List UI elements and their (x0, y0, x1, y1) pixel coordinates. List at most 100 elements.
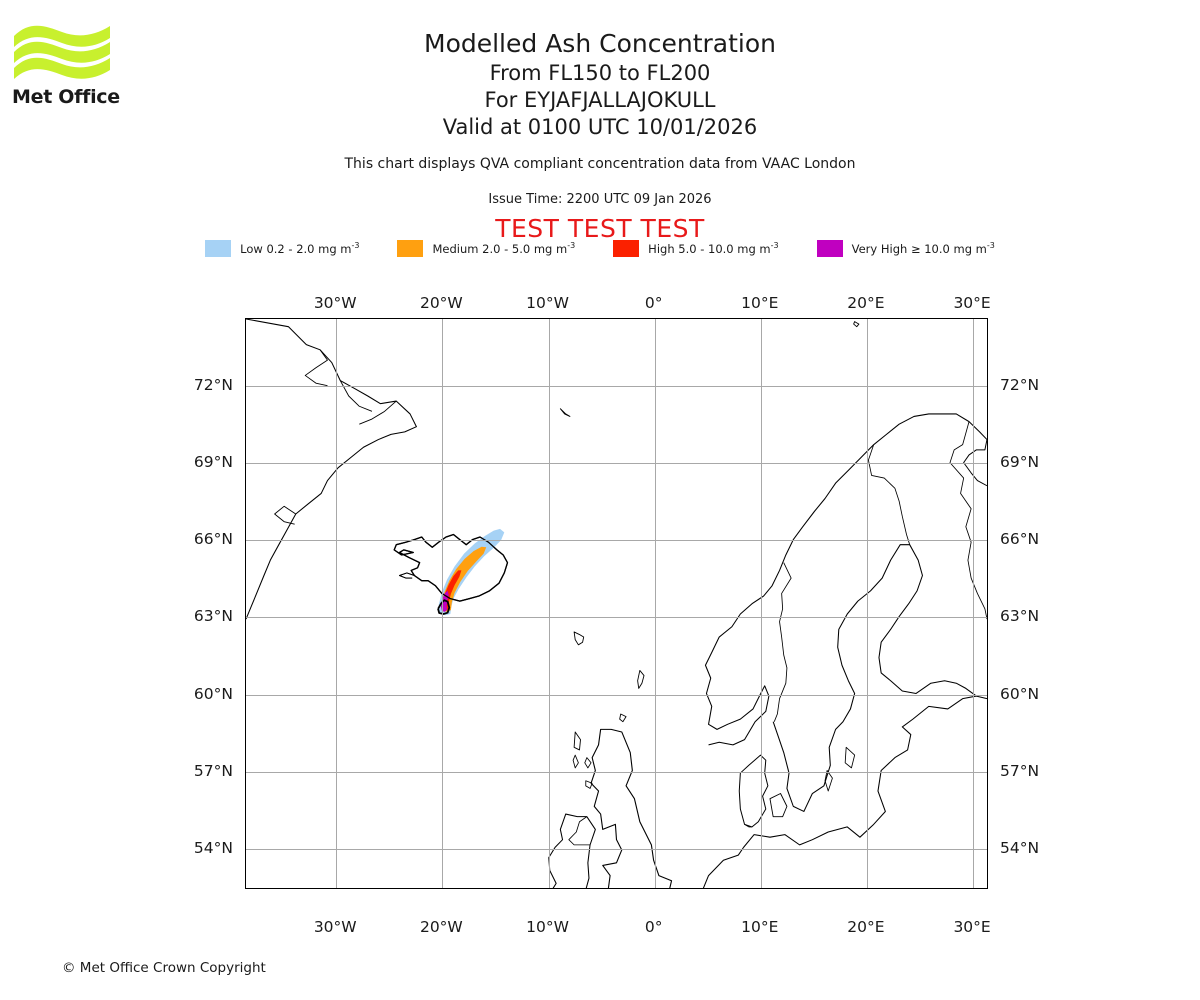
gridline-lat-66°N (246, 540, 987, 542)
coastline-uist (572, 754, 579, 769)
border-denmark-germany (744, 823, 753, 828)
lat-tick-label-right-57°N: 57°N (1000, 761, 1040, 780)
lon-tick-label-top-10°E: 10°E (741, 294, 779, 312)
lon-tick-label-top-30°E: 30°E (953, 294, 991, 312)
lon-tick-label-top-0°: 0° (644, 294, 663, 312)
page-title: Modelled Ash Concentration (424, 29, 776, 58)
issue-time: Issue Time: 2200 UTC 09 Jan 2026 (488, 192, 712, 207)
lat-tick-label-left-72°N: 72°N (193, 375, 233, 394)
lat-tick-label-right-66°N: 66°N (1000, 530, 1040, 549)
coastline-denmark (738, 754, 769, 828)
lon-tick-label-top-10°W: 10°W (526, 294, 569, 312)
plume-low (438, 528, 505, 616)
coastline-oland (824, 770, 833, 792)
coastline-norway-west (704, 413, 987, 746)
valid-time-subtitle: Valid at 0100 UTC 10/01/2026 (442, 115, 758, 139)
legend-item-medium: Medium 2.0 - 5.0 mg m-3 (397, 240, 613, 257)
coastline-ireland (548, 813, 596, 888)
legend-swatch-medium (397, 240, 424, 257)
lat-tick-label-left-63°N: 63°N (193, 607, 233, 626)
lon-tick-label-top-20°E: 20°E (847, 294, 885, 312)
coastline-bear-island (853, 321, 860, 328)
gridline-lat-60°N (246, 694, 987, 696)
legend-swatch-high (613, 240, 640, 257)
gridline-lon-10°W (548, 319, 550, 888)
coastline-greenland (246, 319, 417, 620)
legend-item-very-high: Very High ≥ 10.0 mg m-3 (816, 240, 995, 257)
coastline-kola-peninsula (963, 439, 987, 487)
gridline-lon-30°W (336, 319, 338, 888)
coastline-faroe-islands (573, 631, 585, 646)
coastline-mull (585, 780, 593, 789)
legend-label-medium: Medium 2.0 - 5.0 mg m-3 (432, 241, 576, 256)
coastline-sweden-finland-baltic (772, 544, 987, 812)
qva-note: This chart displays QVA compliant concen… (344, 156, 856, 172)
gridline-lat-57°N (246, 771, 987, 773)
volcano-subtitle: For EYJAFJALLAJOKULL (484, 88, 716, 112)
coastline-greenland-fjords (304, 349, 328, 387)
lon-tick-label-bot-0°: 0° (644, 918, 663, 936)
concentration-legend: Low 0.2 - 2.0 mg m-3 Medium 2.0 - 5.0 mg … (0, 240, 1200, 257)
lon-tick-label-bot-30°W: 30°W (313, 918, 357, 936)
gridline-lon-0° (654, 319, 656, 888)
coastline-gotland (844, 746, 856, 769)
coastline-iceland-reykjanes-overlay (398, 572, 415, 579)
lat-tick-label-right-60°N: 60°N (1000, 684, 1040, 703)
legend-swatch-low (205, 240, 232, 257)
legend-swatch-very-high (816, 240, 843, 257)
legend-label-high: High 5.0 - 10.0 mg m-3 (648, 241, 779, 256)
legend-label-low: Low 0.2 - 2.0 mg m-3 (240, 241, 360, 256)
gridline-lon-20°E (866, 319, 868, 888)
legend-item-high: High 5.0 - 10.0 mg m-3 (613, 240, 816, 257)
met-office-logo: Met Office (12, 22, 132, 108)
gridline-lat-63°N (246, 617, 987, 619)
legend-item-low: Low 0.2 - 2.0 mg m-3 (205, 240, 397, 257)
lat-tick-label-left-60°N: 60°N (193, 684, 233, 703)
coastline-and-plume-layer (246, 319, 987, 888)
border-norway-sweden (773, 562, 792, 722)
lat-tick-label-left-54°N: 54°N (193, 838, 233, 857)
gridline-lon-20°W (442, 319, 444, 888)
gridline-lon-10°E (760, 319, 762, 888)
coastline-continental-europe-baltic (702, 695, 977, 888)
volcano-source-outline (437, 599, 451, 615)
met-office-wordmark: Met Office (12, 86, 120, 108)
coastline-great-britain (590, 728, 673, 888)
lat-tick-label-right-72°N: 72°N (1000, 375, 1040, 394)
lat-tick-label-right-69°N: 69°N (1000, 453, 1040, 472)
chart-title-block: Modelled Ash Concentration From FL150 to… (0, 28, 1200, 141)
lat-tick-label-left-57°N: 57°N (193, 761, 233, 780)
lat-tick-label-right-54°N: 54°N (1000, 838, 1040, 857)
border-finland-russia (949, 421, 987, 620)
lon-tick-label-bot-30°E: 30°E (953, 918, 991, 936)
lon-tick-label-bot-20°E: 20°E (847, 918, 885, 936)
test-banner: TEST TEST TEST (495, 214, 705, 243)
plume-medium (441, 546, 487, 612)
coastline-iceland-overlay (393, 533, 509, 602)
lon-tick-label-top-30°W: 30°W (313, 294, 357, 312)
lon-tick-label-top-20°W: 20°W (419, 294, 463, 312)
legend-label-very-high: Very High ≥ 10.0 mg m-3 (851, 241, 995, 256)
coastline-outer-hebrides (573, 731, 581, 751)
coastline-orkney (619, 713, 627, 723)
lon-tick-label-bot-10°E: 10°E (741, 918, 779, 936)
copyright-notice: © Met Office Crown Copyright (62, 960, 266, 976)
gridline-lat-69°N (246, 463, 987, 465)
coastline-greenland-peninsula (274, 505, 297, 525)
border-ireland-northern-ireland (568, 816, 591, 846)
lon-tick-label-bot-10°W: 10°W (526, 918, 569, 936)
flight-level-subtitle: From FL150 to FL200 (489, 61, 711, 85)
gridline-lon-30°E (973, 319, 975, 888)
coastline-greenland-scoresby (339, 380, 373, 412)
lat-tick-label-right-63°N: 63°N (1000, 607, 1040, 626)
lon-tick-label-bot-20°W: 20°W (419, 918, 463, 936)
lat-tick-label-left-66°N: 66°N (193, 530, 233, 549)
lat-tick-label-left-69°N: 69°N (193, 453, 233, 472)
met-office-wave-icon (14, 25, 110, 79)
ash-concentration-map[interactable] (245, 318, 988, 889)
coastline-jan-mayen (559, 408, 571, 417)
gridline-lat-72°N (246, 385, 987, 387)
coastline-iceland-reykjanes (399, 572, 415, 579)
coastline-shetland (637, 669, 645, 689)
border-sweden-finland (867, 444, 911, 545)
